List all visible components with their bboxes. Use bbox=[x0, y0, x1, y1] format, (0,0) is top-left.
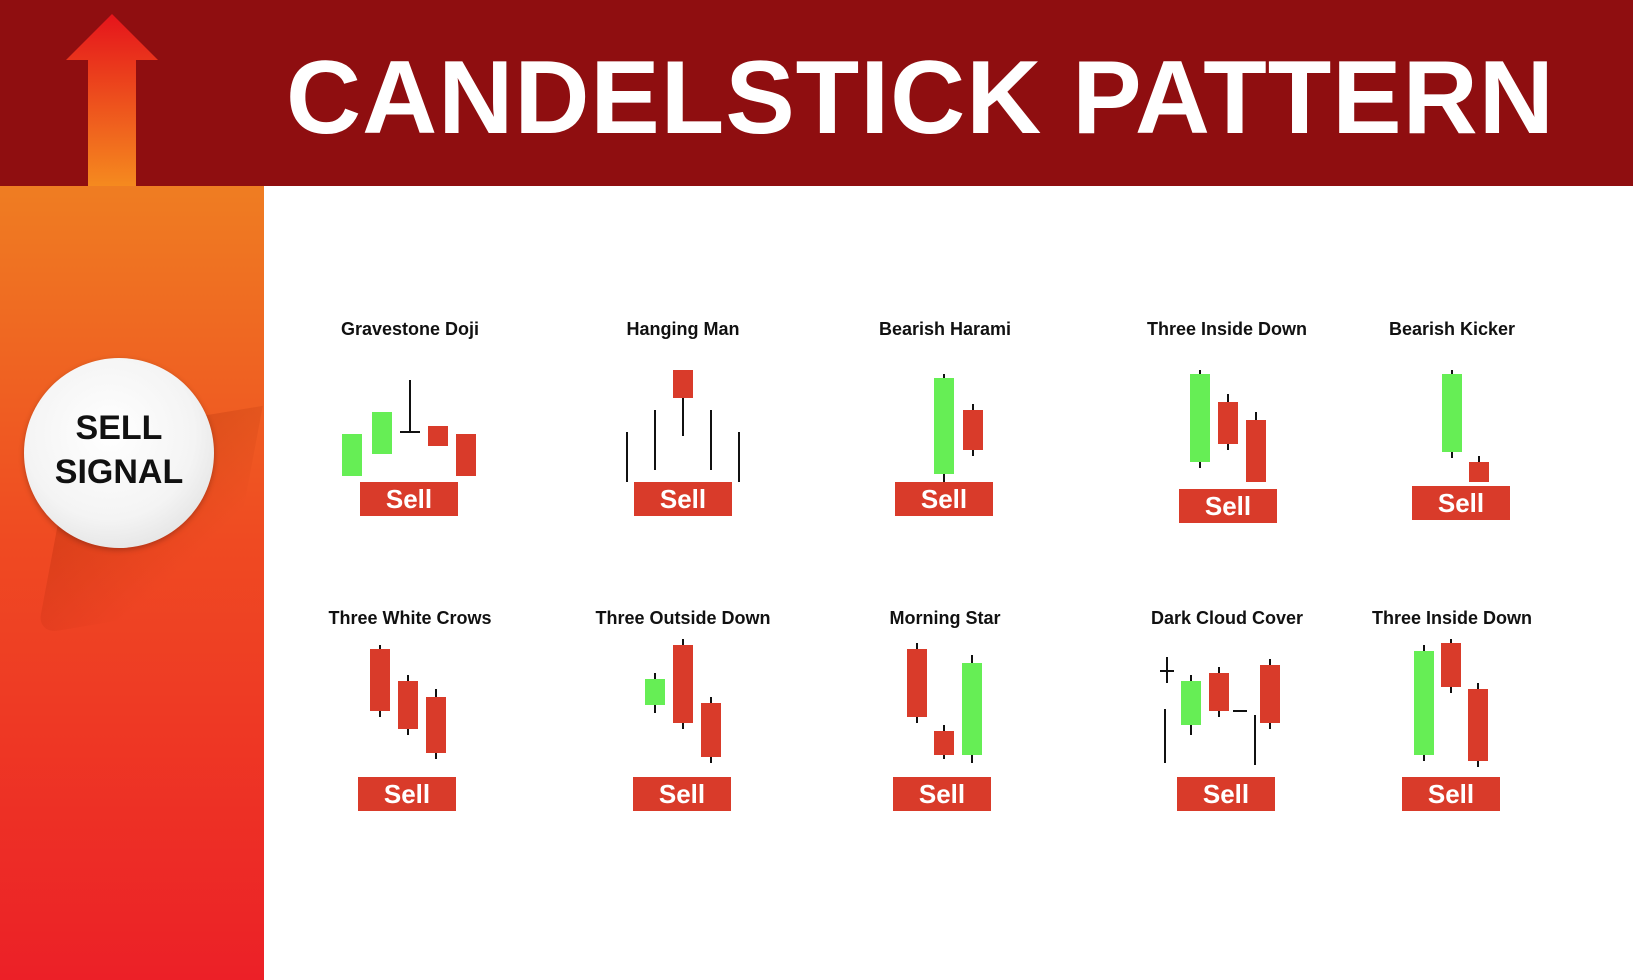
candle bbox=[934, 378, 954, 474]
header-band bbox=[0, 0, 1633, 186]
sell-button[interactable]: Sell bbox=[1179, 489, 1277, 523]
sell-button[interactable]: Sell bbox=[895, 482, 993, 516]
candle bbox=[372, 412, 392, 454]
sell-button[interactable]: Sell bbox=[1412, 486, 1510, 520]
sell-button[interactable]: Sell bbox=[634, 482, 732, 516]
bearish-harami-icon bbox=[934, 374, 983, 482]
candle bbox=[1218, 402, 1238, 444]
pattern-title: Gravestone Doji bbox=[340, 319, 480, 339]
candle bbox=[673, 370, 693, 398]
pattern-card-three-inside-down-2: Three Inside Down Sell bbox=[1332, 607, 1572, 837]
sell-button[interactable]: Sell bbox=[893, 777, 991, 811]
pattern-card-bearish-harami: Bearish Harami Sell bbox=[825, 318, 1065, 548]
dark-cloud-cover-icon bbox=[1160, 657, 1280, 765]
sell-button[interactable]: Sell bbox=[633, 777, 731, 811]
sell-signal-text: SELL SIGNAL bbox=[24, 406, 214, 494]
side-panel bbox=[0, 186, 264, 980]
gravestone-doji-icon bbox=[342, 380, 476, 476]
morning-star-icon bbox=[907, 643, 982, 763]
bearish-kicker-icon bbox=[1442, 370, 1489, 482]
candle bbox=[1414, 651, 1434, 755]
hanging-man-icon bbox=[626, 370, 740, 482]
candle bbox=[1209, 673, 1229, 711]
pattern-card-hanging-man: Hanging Man Sell bbox=[563, 318, 803, 548]
pattern-title: Dark Cloud Cover bbox=[1150, 608, 1304, 628]
candle bbox=[426, 697, 446, 753]
pattern-card-morning-star: Morning Star Sell bbox=[825, 607, 1065, 837]
candle bbox=[1260, 665, 1280, 723]
three-inside-down-icon bbox=[1190, 370, 1266, 482]
three-outside-down-icon bbox=[645, 639, 721, 763]
three-inside-down-icon bbox=[1414, 639, 1488, 767]
candle bbox=[1441, 643, 1461, 687]
candle bbox=[907, 649, 927, 717]
pattern-card-three-white-crows: Three White Crows Sell bbox=[290, 607, 530, 837]
pattern-card-bearish-kicker: Bearish Kicker Sell bbox=[1332, 318, 1572, 548]
candle bbox=[962, 663, 982, 755]
candle bbox=[342, 434, 362, 476]
three-white-crows-icon bbox=[370, 645, 446, 759]
candle bbox=[1246, 420, 1266, 482]
sell-button[interactable]: Sell bbox=[360, 482, 458, 516]
candle bbox=[701, 703, 721, 757]
pattern-title: Hanging Man bbox=[626, 319, 740, 339]
candle bbox=[963, 410, 983, 450]
candle bbox=[1468, 689, 1488, 761]
arrow-up-icon bbox=[66, 14, 158, 186]
candle bbox=[370, 649, 390, 711]
pattern-title: Three White Crows bbox=[328, 608, 492, 628]
pattern-title: Morning Star bbox=[889, 608, 1001, 628]
pattern-card-gravestone-doji: Gravestone Doji Sell bbox=[290, 318, 530, 548]
pattern-card-dark-cloud-cover: Dark Cloud Cover Sell bbox=[1107, 607, 1347, 837]
candle bbox=[1190, 374, 1210, 462]
badge-line-2: SIGNAL bbox=[54, 453, 184, 491]
candle bbox=[456, 434, 476, 476]
pattern-title: Three Inside Down bbox=[1146, 319, 1308, 339]
pattern-title: Three Inside Down bbox=[1371, 608, 1533, 628]
candle bbox=[428, 426, 448, 446]
sell-button[interactable]: Sell bbox=[1177, 777, 1275, 811]
badge-line-1: SELL bbox=[75, 409, 163, 447]
candle bbox=[1469, 462, 1489, 482]
candle bbox=[1442, 374, 1462, 452]
pattern-title: Three Outside Down bbox=[595, 608, 771, 628]
pattern-title: Bearish Harami bbox=[878, 319, 1012, 339]
sell-button[interactable]: Sell bbox=[358, 777, 456, 811]
candle bbox=[934, 731, 954, 755]
sell-button[interactable]: Sell bbox=[1402, 777, 1500, 811]
candle bbox=[1181, 681, 1201, 725]
candle bbox=[673, 645, 693, 723]
sell-signal-badge: SELL SIGNAL bbox=[24, 358, 214, 548]
candle bbox=[645, 679, 665, 705]
candle bbox=[398, 681, 418, 729]
pattern-card-three-outside-down: Three Outside Down Sell bbox=[563, 607, 803, 837]
pattern-card-three-inside-down: Three Inside Down Sell bbox=[1107, 318, 1347, 548]
page-title: CANDELSTICK PATTERN bbox=[286, 40, 1555, 156]
pattern-title: Bearish Kicker bbox=[1388, 319, 1516, 339]
